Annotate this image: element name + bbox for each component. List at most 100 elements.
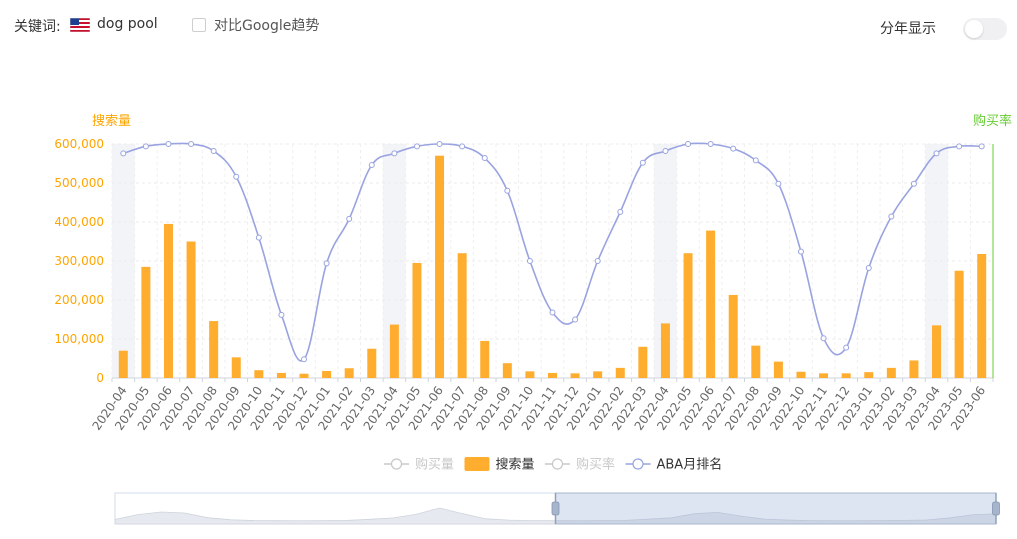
x-tick-labels: 2020-042020-052020-062020-072020-082020-…	[90, 384, 989, 433]
bar	[344, 368, 354, 378]
axes: 搜索量 购买率 0 100,000 200,000 300,000 400,000 500…	[54, 113, 1012, 385]
bar	[706, 230, 716, 378]
compare-google-trends[interactable]: 对比Google趋势	[192, 15, 319, 35]
bar	[819, 373, 829, 378]
grid	[111, 143, 994, 382]
bar	[638, 346, 648, 378]
toolbar: 关键词: dog pool 对比Google趋势 分年显示	[0, 0, 1017, 50]
rank-point	[978, 143, 985, 150]
rank-point	[685, 141, 692, 147]
us-flag-icon	[70, 18, 90, 32]
rank-point	[707, 141, 714, 147]
rank-point	[391, 150, 398, 157]
bar	[977, 253, 987, 378]
bar	[322, 370, 332, 378]
bar	[751, 345, 761, 378]
legend-circle-icon	[632, 458, 644, 470]
right-axis-name: 购买率	[973, 113, 1012, 129]
bar	[118, 350, 128, 378]
slider-handle[interactable]	[992, 493, 1000, 524]
rank-point	[255, 234, 262, 241]
bar	[457, 253, 467, 378]
bar	[480, 340, 490, 378]
bar	[435, 155, 445, 378]
bar	[932, 325, 942, 378]
bar	[209, 321, 219, 378]
year-view-label: 分年显示	[880, 21, 936, 37]
bar	[886, 367, 896, 378]
rank-point	[481, 155, 488, 162]
bar	[796, 371, 806, 378]
compare-checkbox[interactable]	[192, 18, 206, 32]
legend-circle-icon	[551, 458, 564, 470]
bar	[141, 266, 151, 378]
bar	[367, 348, 377, 378]
y-tick-label: 100,000	[54, 332, 104, 346]
y-tick-label: 400,000	[54, 215, 104, 229]
bar	[909, 360, 919, 378]
rank-point	[436, 141, 443, 147]
legend-item[interactable]: ABA月排名	[625, 457, 723, 473]
data-zoom-slider[interactable]	[114, 492, 1000, 525]
left-axis-name: 搜索量	[92, 114, 131, 129]
rank-point	[888, 213, 895, 220]
keyword-label: 关键词:	[14, 19, 61, 35]
legend-item[interactable]: 购买率	[545, 457, 615, 473]
slider-window	[555, 492, 997, 525]
legend-rect-icon	[464, 457, 490, 471]
bar	[548, 372, 557, 378]
y-tick-label: 500,000	[54, 176, 104, 190]
bar	[412, 262, 422, 378]
legend-label: ABA月排名	[657, 457, 723, 473]
slider-handle[interactable]	[551, 493, 560, 524]
rank-point	[368, 162, 375, 169]
bar	[163, 223, 173, 378]
rank-point	[910, 180, 917, 187]
bar-series	[118, 155, 987, 378]
legend-label: 购买量	[415, 457, 454, 473]
bar	[389, 324, 399, 378]
y-tick-label: 600,000	[54, 137, 104, 151]
rank-point	[504, 187, 511, 194]
bar	[954, 270, 964, 378]
rank-point	[210, 148, 217, 155]
bar	[728, 294, 738, 378]
rank-point	[572, 316, 579, 323]
rank-point	[413, 143, 420, 150]
rank-line-path	[123, 142, 982, 362]
legend-item[interactable]: 搜索量	[464, 457, 535, 473]
rank-point	[233, 173, 240, 180]
rank-point	[323, 260, 330, 267]
bar	[660, 323, 670, 378]
rank-point	[617, 208, 624, 215]
bar	[254, 370, 264, 378]
bar	[864, 372, 874, 378]
rank-point	[188, 141, 195, 147]
rank-point	[865, 265, 872, 272]
bar	[525, 371, 535, 378]
rank-point	[594, 258, 601, 264]
legend: 购买量 搜索量 购买率 ABA月排名	[384, 457, 722, 473]
compare-label: 对比Google趋势	[214, 18, 320, 34]
rank-point	[301, 356, 308, 363]
legend-label: 购买率	[576, 457, 615, 473]
highlight-band	[112, 144, 135, 378]
y-tick-label: 300,000	[54, 254, 104, 268]
rank-point	[165, 141, 172, 147]
bar	[231, 357, 241, 378]
slider-handle-grip	[992, 501, 1000, 516]
y-tick-label: 0	[96, 371, 104, 385]
legend-item[interactable]: 购买量	[384, 457, 454, 473]
rank-point	[278, 311, 285, 318]
rank-point	[933, 150, 940, 157]
year-view-toggle[interactable]	[963, 18, 1007, 40]
bar	[502, 363, 512, 378]
rank-point	[459, 143, 466, 150]
rank-point	[752, 157, 759, 164]
bar	[570, 373, 580, 378]
rank-point	[639, 159, 646, 166]
rank-point	[526, 258, 533, 264]
bar	[773, 361, 783, 378]
keyword-text: dog pool	[97, 16, 158, 32]
